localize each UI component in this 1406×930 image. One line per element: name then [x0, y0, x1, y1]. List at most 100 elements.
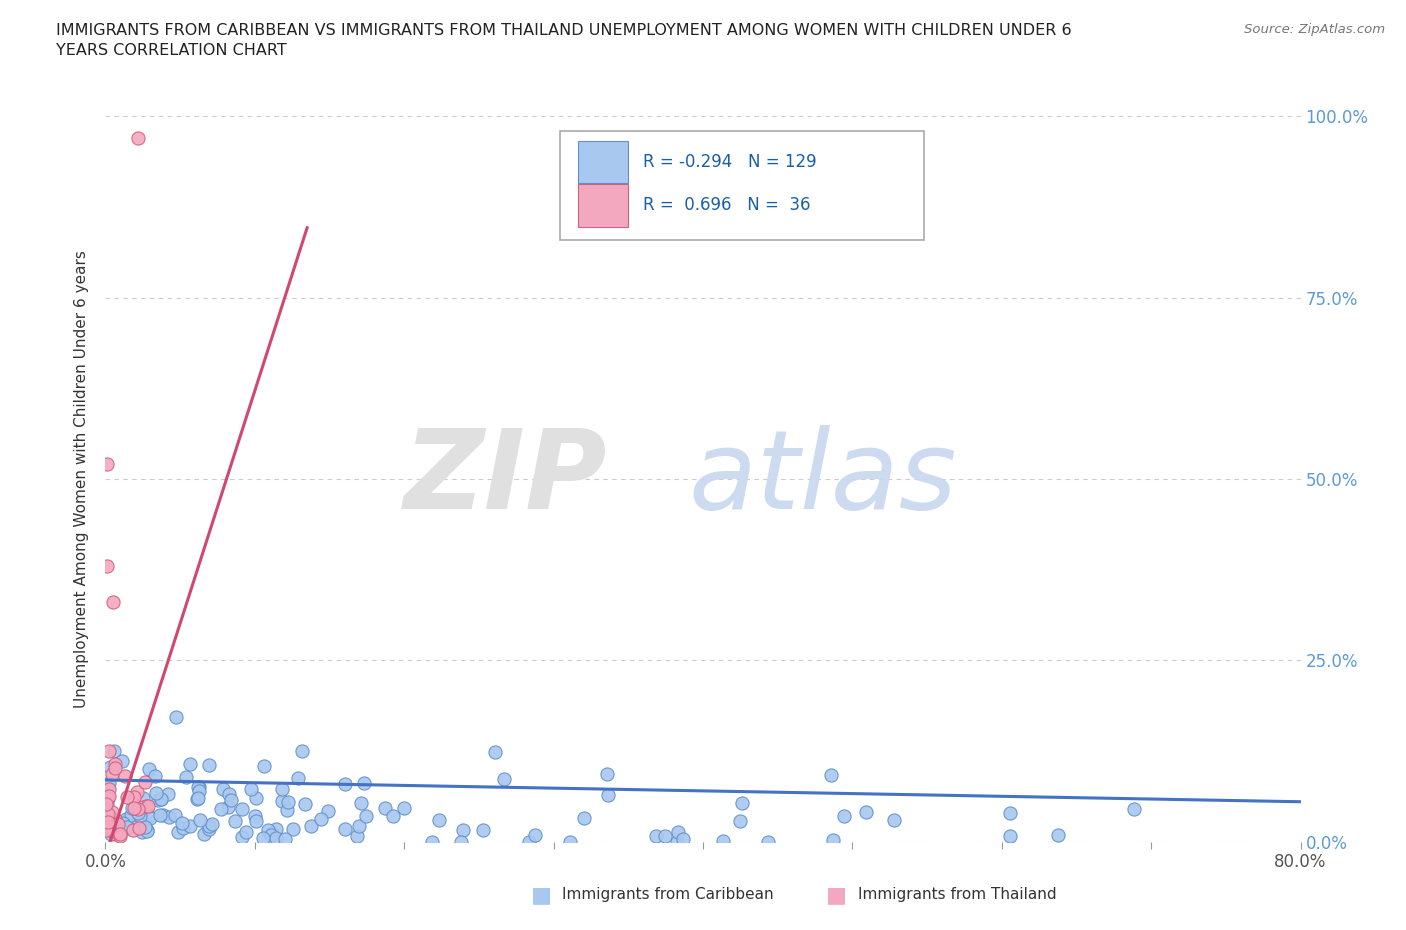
Point — [115, 790, 138, 804]
Point — [346, 829, 368, 844]
Point — [271, 793, 294, 808]
Point — [136, 822, 159, 837]
Point — [96, 797, 118, 812]
Point — [138, 811, 160, 826]
Point — [170, 816, 193, 830]
Point — [193, 827, 215, 842]
Point — [257, 822, 280, 837]
Point — [231, 830, 253, 844]
Point — [287, 770, 309, 785]
Point — [219, 792, 242, 807]
Point — [127, 802, 149, 817]
Point — [174, 770, 197, 785]
Point — [96, 559, 118, 574]
Point — [124, 807, 146, 822]
Point — [1000, 829, 1022, 844]
Point — [96, 822, 118, 837]
Point — [138, 762, 160, 777]
Text: Immigrants from Caribbean: Immigrants from Caribbean — [562, 887, 775, 902]
Point — [100, 759, 122, 774]
Point — [381, 808, 404, 823]
Point — [101, 595, 124, 610]
Point — [276, 803, 298, 817]
Point — [100, 823, 122, 838]
Point — [107, 817, 129, 831]
Point — [100, 827, 122, 842]
Point — [149, 808, 172, 823]
Point — [128, 820, 150, 835]
Point — [143, 768, 166, 783]
Point — [104, 761, 127, 776]
Point — [117, 820, 139, 835]
Point — [136, 799, 159, 814]
Point — [274, 832, 297, 847]
Point — [108, 829, 131, 844]
Point — [157, 809, 180, 824]
Point — [122, 817, 145, 832]
Point — [98, 789, 121, 804]
Point — [157, 787, 180, 802]
Point — [333, 777, 356, 791]
Point — [104, 826, 127, 841]
Point — [420, 834, 443, 849]
Point — [558, 834, 581, 849]
Point — [98, 782, 121, 797]
Text: IMMIGRANTS FROM CARIBBEAN VS IMMIGRANTS FROM THAILAND UNEMPLOYMENT AMONG WOMEN W: IMMIGRANTS FROM CARIBBEAN VS IMMIGRANTS … — [56, 23, 1071, 58]
Text: ZIP: ZIP — [404, 425, 607, 533]
Point — [197, 757, 219, 772]
FancyBboxPatch shape — [560, 131, 924, 240]
Point — [120, 807, 142, 822]
Point — [97, 815, 120, 830]
Point — [114, 768, 136, 783]
Point — [165, 709, 187, 724]
Point — [188, 783, 211, 798]
Point — [211, 782, 233, 797]
Point — [239, 781, 262, 796]
Point — [252, 830, 274, 845]
Point — [224, 814, 246, 829]
Point — [186, 792, 208, 807]
Point — [103, 743, 125, 758]
Point — [179, 756, 201, 771]
Point — [821, 832, 844, 847]
Point — [654, 829, 676, 844]
Point — [309, 811, 332, 826]
Point — [97, 819, 120, 834]
Point — [231, 802, 253, 817]
Point — [209, 802, 232, 817]
Point — [253, 759, 276, 774]
Point — [101, 766, 124, 781]
Point — [731, 795, 754, 810]
Point — [281, 821, 304, 836]
Point — [104, 757, 127, 772]
Point — [333, 821, 356, 836]
Point — [101, 804, 124, 819]
Point — [96, 457, 118, 472]
Point — [187, 791, 209, 806]
FancyBboxPatch shape — [578, 140, 627, 183]
Point — [294, 796, 316, 811]
Text: Immigrants from Thailand: Immigrants from Thailand — [858, 887, 1056, 902]
Point — [666, 824, 689, 839]
Point — [129, 809, 152, 824]
Point — [188, 779, 211, 794]
Point — [665, 834, 688, 849]
Point — [152, 807, 174, 822]
Point — [574, 810, 596, 825]
Point — [111, 753, 134, 768]
Point — [291, 744, 314, 759]
Text: atlas: atlas — [688, 425, 957, 533]
Point — [349, 795, 371, 810]
Point — [645, 829, 668, 844]
Point — [94, 816, 117, 830]
Point — [471, 823, 494, 838]
Point — [494, 771, 516, 786]
Point — [187, 779, 209, 794]
Point — [316, 804, 339, 818]
Point — [596, 766, 619, 781]
Point — [166, 824, 188, 839]
Point — [128, 799, 150, 814]
Point — [598, 788, 620, 803]
Point — [98, 776, 121, 790]
Point — [672, 832, 695, 847]
